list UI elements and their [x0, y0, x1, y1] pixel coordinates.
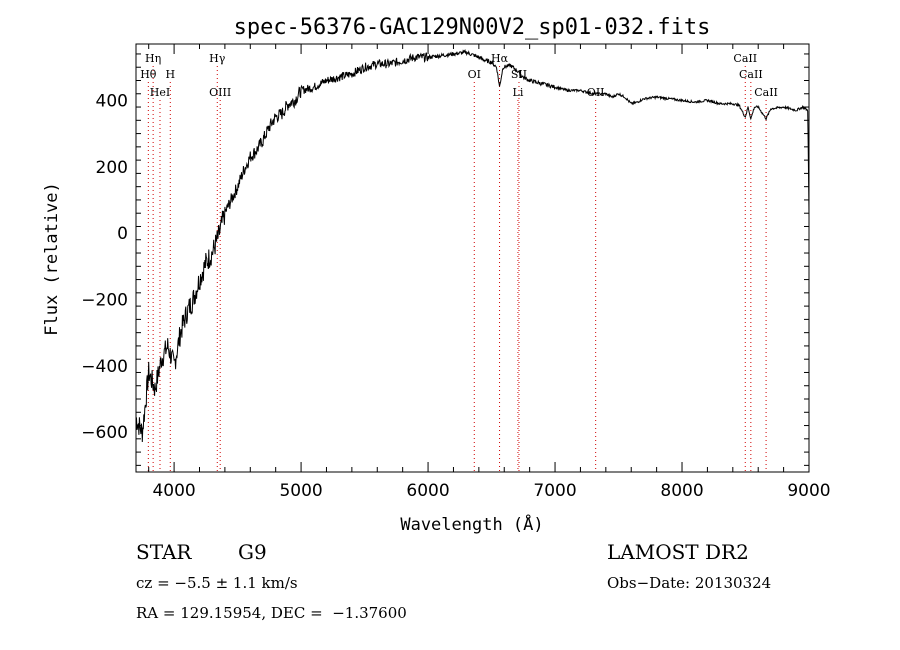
x-tick-label: 8000	[660, 481, 703, 501]
spectral-line-label: CaII	[733, 52, 757, 65]
observation-date: Obs−Date: 20130324	[607, 574, 772, 592]
y-tick-label: 400	[96, 91, 128, 111]
y-tick-label: −600	[81, 423, 128, 443]
chart-title: spec-56376-GAC129N00V2_sp01-032.fits	[234, 15, 711, 40]
spectral-line-label: Hθ	[140, 68, 157, 81]
y-tick-label: 200	[96, 158, 128, 178]
spectral-line-label: H	[165, 68, 175, 81]
spectral-line-label: Hγ	[209, 52, 226, 65]
spectrum-chart: spec-56376-GAC129N00V2_sp01-032.fits Hη H…	[42, 15, 831, 535]
x-tick-label: 6000	[406, 481, 449, 501]
spectral-line-label: OI	[468, 68, 481, 81]
y-axis-label: Flux (relative)	[42, 182, 62, 336]
y-tick-label: 0	[117, 224, 128, 244]
x-axis-label: Wavelength (Å)	[400, 513, 543, 535]
redshift-velocity: cz = −5.5 ± 1.1 km/s	[136, 574, 298, 592]
y-tick-label: −400	[81, 357, 128, 377]
object-subclass: G9	[238, 540, 267, 564]
spectral-line-label: OIII	[209, 86, 231, 99]
x-tick-label: 7000	[533, 481, 576, 501]
spectral-line-label: Li	[513, 86, 524, 99]
spectral-line-label: CaII	[754, 86, 778, 99]
x-tick-label: 5000	[279, 481, 322, 501]
y-tick-label: −200	[81, 290, 128, 310]
plot-frame	[135, 43, 810, 473]
coordinates: RA = 129.15954, DEC = −1.37600	[136, 604, 407, 622]
object-class: STAR	[136, 540, 192, 564]
x-tick-label: 9000	[787, 481, 830, 501]
spectral-line-label: Hη	[145, 52, 161, 65]
spectral-line-label: HeI	[150, 86, 170, 99]
x-tick-label: 4000	[152, 481, 195, 501]
spectrum-line	[135, 49, 810, 443]
spectral-line-label: OII	[587, 86, 605, 99]
spectral-line-label: Hα	[491, 52, 509, 65]
spectral-line-label: CaII	[739, 68, 763, 81]
survey-name: LAMOST DR2	[607, 540, 749, 564]
